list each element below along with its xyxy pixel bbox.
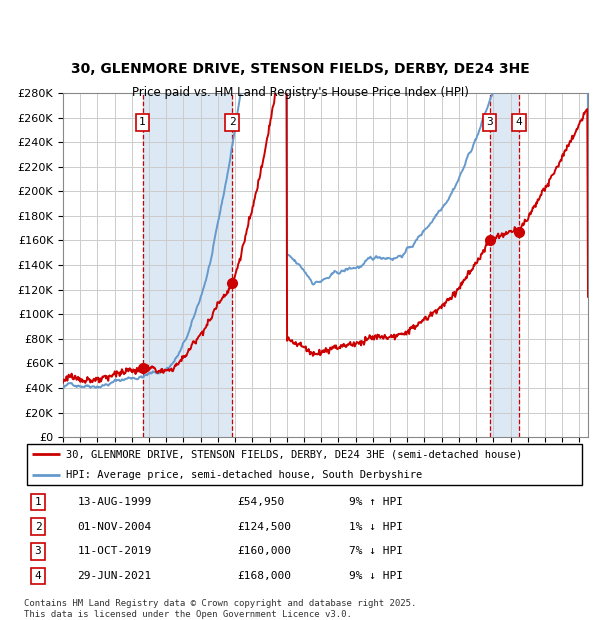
Text: 1: 1 xyxy=(35,497,41,507)
Text: Price paid vs. HM Land Registry's House Price Index (HPI): Price paid vs. HM Land Registry's House … xyxy=(131,86,469,99)
Text: 01-NOV-2004: 01-NOV-2004 xyxy=(77,521,152,532)
Bar xyxy=(490,93,519,437)
Text: £168,000: £168,000 xyxy=(237,571,291,581)
Text: 4: 4 xyxy=(515,117,523,127)
Text: 2: 2 xyxy=(229,117,236,127)
Text: HPI: Average price, semi-detached house, South Derbyshire: HPI: Average price, semi-detached house,… xyxy=(66,469,422,480)
FancyBboxPatch shape xyxy=(27,444,582,485)
Bar xyxy=(143,93,232,437)
Text: 1: 1 xyxy=(139,117,146,127)
Text: 1% ↓ HPI: 1% ↓ HPI xyxy=(349,521,403,532)
Text: 29-JUN-2021: 29-JUN-2021 xyxy=(77,571,152,581)
Text: 30, GLENMORE DRIVE, STENSON FIELDS, DERBY, DE24 3HE: 30, GLENMORE DRIVE, STENSON FIELDS, DERB… xyxy=(71,61,529,76)
Text: 4: 4 xyxy=(35,571,41,581)
Text: 3: 3 xyxy=(486,117,493,127)
Text: 13-AUG-1999: 13-AUG-1999 xyxy=(77,497,152,507)
Text: 30, GLENMORE DRIVE, STENSON FIELDS, DERBY, DE24 3HE (semi-detached house): 30, GLENMORE DRIVE, STENSON FIELDS, DERB… xyxy=(66,449,523,459)
Text: 9% ↓ HPI: 9% ↓ HPI xyxy=(349,571,403,581)
Text: £160,000: £160,000 xyxy=(237,546,291,556)
Text: 11-OCT-2019: 11-OCT-2019 xyxy=(77,546,152,556)
Text: 2: 2 xyxy=(35,521,41,532)
Text: 9% ↑ HPI: 9% ↑ HPI xyxy=(349,497,403,507)
Text: 3: 3 xyxy=(35,546,41,556)
Text: £54,950: £54,950 xyxy=(237,497,284,507)
Text: £124,500: £124,500 xyxy=(237,521,291,532)
Text: Contains HM Land Registry data © Crown copyright and database right 2025.
This d: Contains HM Land Registry data © Crown c… xyxy=(24,600,416,619)
Text: 7% ↓ HPI: 7% ↓ HPI xyxy=(349,546,403,556)
